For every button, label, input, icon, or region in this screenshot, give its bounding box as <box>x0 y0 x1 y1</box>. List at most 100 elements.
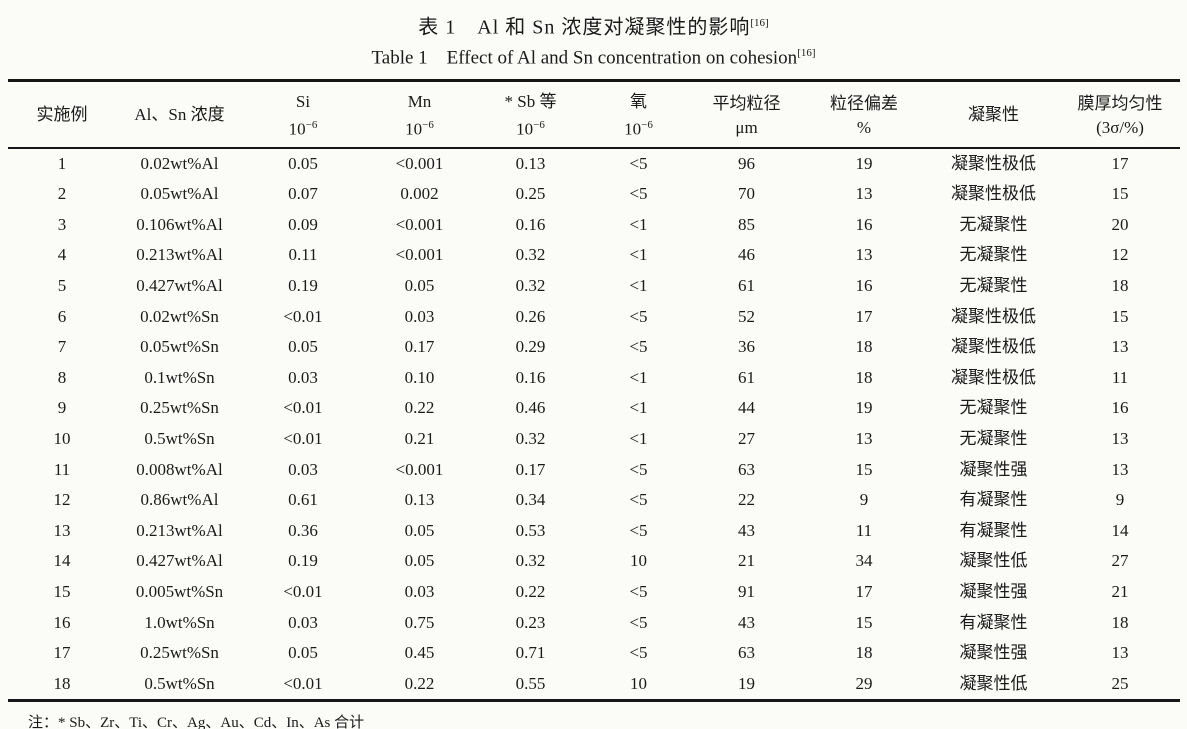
cell-al-sn-concentration: 0.25wt%Sn <box>140 398 219 418</box>
cell-cohesion: 凝聚性低 <box>959 551 1028 571</box>
cell-oxygen: <5 <box>629 520 648 540</box>
cell-sb-etc: 0.17 <box>515 459 546 479</box>
cell-sb-etc: 0.22 <box>515 581 546 601</box>
cell-si: <0.01 <box>283 398 323 418</box>
table-caption-zh: 表 1 Al 和 Sn 浓度对凝聚性的影响[16] <box>0 10 1187 41</box>
column-unit: 10−6 <box>365 114 474 141</box>
cell-cohesion: 无凝聚性 <box>959 214 1028 234</box>
cell-si: 0.03 <box>288 459 318 479</box>
cell-oxygen: <1 <box>629 428 648 448</box>
table-row: 18 0.5wt%Sn <0.01 0.22 0.55 10 19 29 凝聚性低 25 <box>8 669 1180 701</box>
cell-film-thickness-uniformity: 9 <box>1115 490 1125 510</box>
column-unit-exponent: −6 <box>305 118 318 131</box>
cell-example: 9 <box>57 398 67 418</box>
table-row: 13 0.213wt%Al 0.36 0.05 0.53 <5 43 11 有凝聚性 14 <box>8 516 1180 547</box>
column-unit-base: 10 <box>516 119 534 139</box>
cell-oxygen: <5 <box>629 581 648 601</box>
cell-film-thickness-uniformity: 18 <box>1111 612 1129 632</box>
cell-cohesion: 凝聚性强 <box>959 643 1028 663</box>
cell-film-thickness-uniformity: 27 <box>1111 551 1129 571</box>
cell-al-sn-concentration: 0.213wt%Al <box>136 245 223 265</box>
column-name: 氧 <box>630 91 647 111</box>
cell-film-thickness-uniformity: 11 <box>1111 367 1129 387</box>
column-unit-base: 10 <box>288 119 306 139</box>
cell-sb-etc: 0.34 <box>515 490 546 510</box>
cell-particle-size-deviation: 18 <box>855 337 873 357</box>
column-unit-exponent: −6 <box>641 118 653 131</box>
cell-particle-size-deviation: 19 <box>855 153 873 173</box>
cell-cohesion: 有凝聚性 <box>959 520 1028 540</box>
cell-al-sn-concentration: 0.005wt%Sn <box>135 581 224 601</box>
table-row: 8 0.1wt%Sn 0.03 0.10 0.16 <1 61 18 凝聚性极低 11 <box>8 363 1180 394</box>
table-row: 15 0.005wt%Sn <0.01 0.03 0.22 <5 91 17 凝聚性强 21 <box>8 577 1180 608</box>
cell-sb-etc: 0.25 <box>515 184 546 204</box>
column-header-mn: Mn 10−6 <box>363 80 476 147</box>
column-unit: % <box>803 116 925 139</box>
cell-avg-particle-size: 61 <box>738 276 755 296</box>
column-header-oxygen: 氧 10−6 <box>585 80 692 147</box>
cell-oxygen: <5 <box>629 184 648 204</box>
cell-si: 0.61 <box>288 490 318 510</box>
cell-mn: 0.03 <box>404 306 435 326</box>
cell-oxygen: <1 <box>629 367 648 387</box>
cell-film-thickness-uniformity: 17 <box>1111 153 1129 173</box>
column-unit-base: 10 <box>624 119 642 139</box>
cell-avg-particle-size: 43 <box>738 520 755 540</box>
cell-mn: 0.22 <box>404 673 435 693</box>
cell-mn: 0.17 <box>404 337 435 357</box>
cell-example: 15 <box>53 581 71 601</box>
cell-al-sn-concentration: 0.05wt%Sn <box>140 337 219 357</box>
column-unit-base: % <box>856 117 872 137</box>
column-header-al-sn-concentration: Al、Sn 浓度 <box>116 80 243 147</box>
cell-si: <0.01 <box>283 673 323 693</box>
cell-film-thickness-uniformity: 20 <box>1111 214 1129 234</box>
cell-sb-etc: 0.16 <box>515 367 546 387</box>
column-unit: 10−6 <box>478 114 583 141</box>
cell-cohesion: 凝聚性极低 <box>951 153 1036 173</box>
cell-avg-particle-size: 46 <box>738 245 755 265</box>
cell-mn: 0.22 <box>404 398 435 418</box>
cell-al-sn-concentration: 0.106wt%Al <box>136 214 223 234</box>
column-header-si: Si 10−6 <box>243 80 363 147</box>
table-header-row: 实施例 Al、Sn 浓度 Si 10−6 Mn 10−6 * Sb 等 10−6 氧 10−6 平均… <box>8 80 1180 148</box>
cell-mn: 0.05 <box>404 276 435 296</box>
cell-mn: 0.45 <box>404 643 435 663</box>
table-row: 5 0.427wt%Al 0.19 0.05 0.32 <1 61 16 无凝聚性 18 <box>8 271 1180 302</box>
cell-particle-size-deviation: 18 <box>855 643 873 663</box>
cell-film-thickness-uniformity: 13 <box>1111 428 1129 448</box>
cell-film-thickness-uniformity: 21 <box>1111 581 1129 601</box>
cell-cohesion: 凝聚性强 <box>959 581 1028 601</box>
cell-example: 7 <box>57 337 67 357</box>
cell-particle-size-deviation: 19 <box>855 398 873 418</box>
cell-film-thickness-uniformity: 25 <box>1111 673 1129 693</box>
cell-sb-etc: 0.16 <box>515 214 546 234</box>
cell-example: 16 <box>53 612 71 632</box>
cell-particle-size-deviation: 15 <box>855 612 873 632</box>
column-header-example: 实施例 <box>8 80 116 147</box>
cell-oxygen: <5 <box>629 337 648 357</box>
cell-cohesion: 无凝聚性 <box>959 276 1028 296</box>
cell-particle-size-deviation: 16 <box>855 214 873 234</box>
cell-oxygen: 10 <box>630 673 647 693</box>
cell-al-sn-concentration: 0.1wt%Sn <box>144 367 215 387</box>
cell-al-sn-concentration: 0.86wt%Al <box>140 490 219 510</box>
cell-example: 5 <box>57 276 67 296</box>
cell-si: 0.19 <box>288 551 318 571</box>
cell-mn: 0.05 <box>404 551 435 571</box>
table-row: 7 0.05wt%Sn 0.05 0.17 0.29 <5 36 18 凝聚性极低 13 <box>8 332 1180 363</box>
cell-cohesion: 凝聚性强 <box>959 459 1028 479</box>
cell-oxygen: <5 <box>629 459 648 479</box>
cell-particle-size-deviation: 13 <box>855 245 873 265</box>
table-row: 11 0.008wt%Al 0.03 <0.001 0.17 <5 63 15 凝聚性强 13 <box>8 455 1180 486</box>
cell-al-sn-concentration: 0.02wt%Sn <box>140 306 219 326</box>
cell-example: 11 <box>53 459 71 479</box>
cell-example: 3 <box>57 214 67 234</box>
cell-particle-size-deviation: 34 <box>855 551 873 571</box>
table-row: 16 1.0wt%Sn 0.03 0.75 0.23 <5 43 15 有凝聚性 18 <box>8 608 1180 639</box>
cell-mn: <0.001 <box>395 459 444 479</box>
cell-example: 10 <box>53 428 71 448</box>
cell-particle-size-deviation: 17 <box>855 306 873 326</box>
column-name: Al、Sn 浓度 <box>134 105 225 125</box>
column-unit: μm <box>694 116 799 139</box>
